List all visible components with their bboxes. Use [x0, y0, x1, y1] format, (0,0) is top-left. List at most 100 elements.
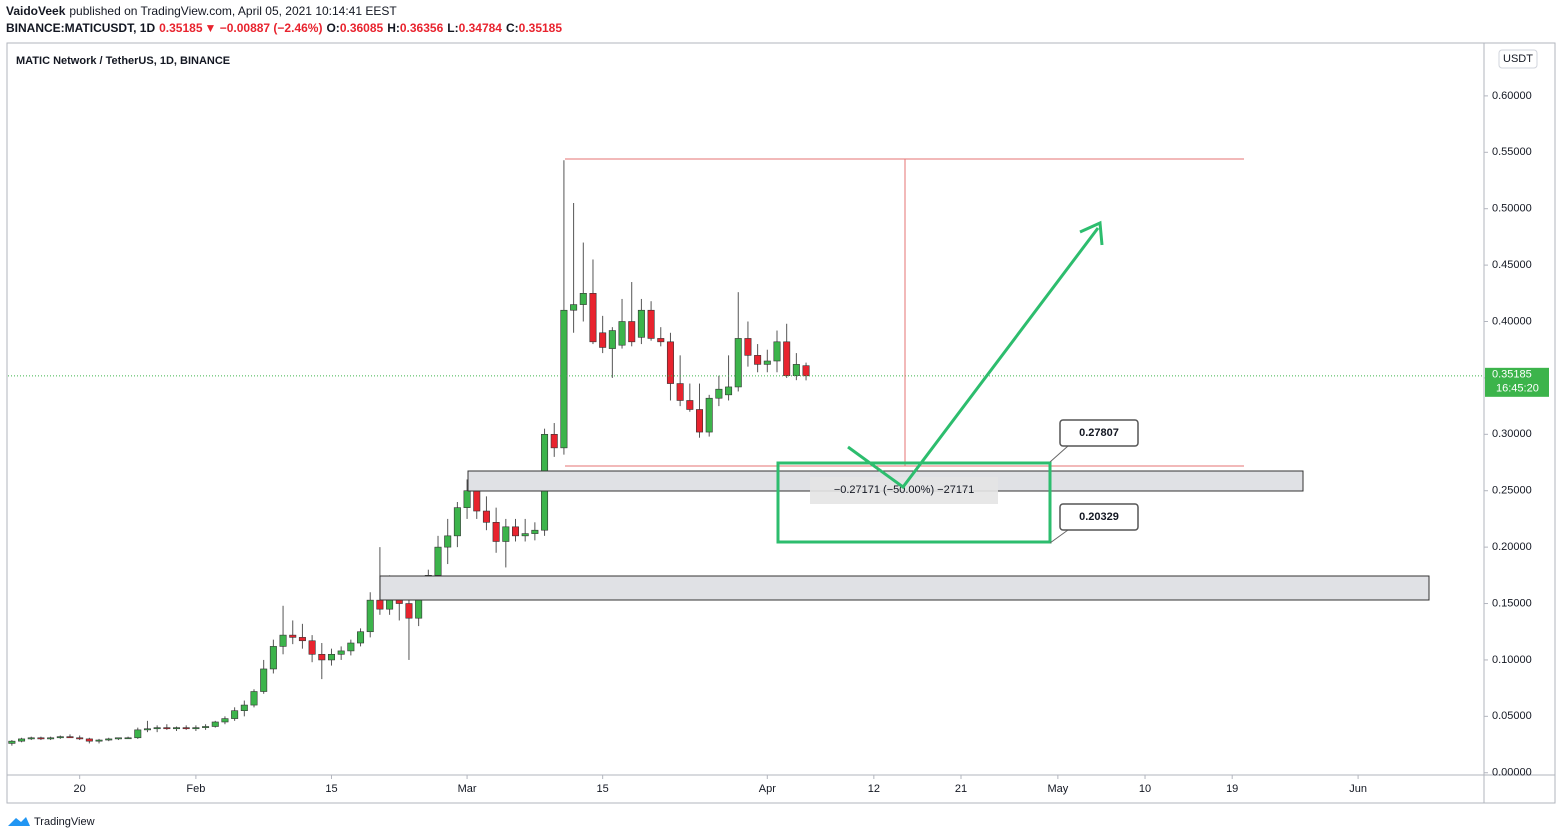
candle-body — [250, 691, 258, 706]
candle-body — [473, 490, 481, 512]
candle-body — [221, 718, 229, 723]
candle-body — [405, 603, 413, 619]
y-tick-label: 0.15000 — [1492, 597, 1532, 609]
y-tick-label: 0.55000 — [1492, 146, 1532, 158]
ohlc-val: 0.36356 — [400, 21, 444, 35]
callout-label: 0.20329 — [1079, 511, 1119, 523]
candle-body — [318, 653, 326, 661]
chart-title: MATIC Network / TetherUS, 1D, BINANCE — [16, 55, 230, 67]
callout — [1059, 419, 1139, 447]
candle-body — [95, 739, 103, 742]
y-tick-label: 0.45000 — [1492, 259, 1532, 271]
last-price-tag — [1485, 367, 1549, 397]
candle-body — [327, 653, 335, 661]
candle-body — [337, 650, 345, 655]
drawings: −0.27171 (−50.00%) −27171 0.27807 0.2032… — [379, 158, 1430, 601]
candle-body — [366, 599, 374, 633]
x-tick-label: 12 — [868, 783, 880, 795]
candle-body — [502, 526, 510, 542]
candle-body — [792, 364, 800, 376]
callout-label: 0.27807 — [1079, 427, 1119, 439]
candle-body — [599, 332, 607, 348]
y-tick-label: 0.60000 — [1492, 90, 1532, 102]
x-tick-label: May — [1047, 783, 1068, 795]
candle-body — [37, 737, 45, 740]
candle-body — [8, 740, 16, 744]
x-tick-label: 15 — [597, 783, 609, 795]
candle-body — [725, 386, 733, 396]
candle-body — [608, 330, 616, 349]
candle-body — [560, 309, 568, 449]
candle-body — [76, 737, 84, 740]
candle-body — [173, 727, 181, 730]
candle-body — [676, 383, 684, 401]
symbol: BINANCE:MATICUSDT, 1D — [6, 21, 155, 35]
candle-body — [47, 737, 55, 740]
y-tick-label: 0.05000 — [1492, 710, 1532, 722]
ohlc-key: O: — [326, 21, 339, 35]
x-tick-label: 10 — [1139, 783, 1151, 795]
candle-body — [521, 533, 529, 537]
x-tick-label: 20 — [74, 783, 86, 795]
publisher: VaidoVeek — [6, 4, 66, 18]
candle-body — [734, 338, 742, 388]
candle-body — [511, 526, 519, 537]
y-tick-label: 0.20000 — [1492, 541, 1532, 553]
y-tick-label: 0.30000 — [1492, 428, 1532, 440]
candle-body — [85, 738, 93, 742]
candle-body — [579, 293, 587, 305]
candle-body — [289, 634, 297, 638]
x-tick-label: 15 — [325, 783, 337, 795]
candle-body — [550, 434, 558, 449]
measure-label: −0.27171 (−50.00%) −27171 — [834, 484, 974, 496]
candle-body — [347, 642, 355, 652]
ohlc-val: 0.34784 — [459, 21, 503, 35]
ohlc-key: L: — [447, 21, 458, 35]
candle-body — [298, 637, 306, 642]
candle-body — [279, 634, 287, 647]
candle-body — [482, 510, 490, 523]
callout-pointer — [1049, 529, 1069, 544]
candle-body — [231, 710, 239, 719]
candle-body — [492, 522, 500, 542]
x-tick-label: Apr — [759, 783, 776, 795]
candle-body — [696, 409, 704, 433]
x-tick-label: Jun — [1349, 783, 1367, 795]
last: 0.35185 — [159, 21, 203, 35]
currency: USDT — [1503, 53, 1533, 65]
x-tick-label: 19 — [1226, 783, 1238, 795]
arrow — [847, 227, 1100, 490]
x-tick-label: Mar — [458, 783, 477, 795]
candle-body — [773, 341, 781, 362]
candle-body — [357, 631, 365, 644]
marks — [8, 160, 1484, 746]
candle-body — [637, 309, 645, 338]
countdown: 16:45:20 — [1496, 383, 1539, 395]
candle-body — [240, 704, 248, 711]
candle-body — [763, 360, 771, 365]
last-price-label: 0.35185 — [1492, 369, 1532, 381]
candle-body — [666, 341, 674, 384]
target-box — [776, 461, 1052, 544]
x-tick-label: Feb — [186, 783, 205, 795]
candle-body — [308, 640, 316, 655]
ohlc-val: 0.36085 — [340, 21, 384, 35]
candle-body — [715, 388, 723, 399]
x-tick-label: 21 — [955, 783, 967, 795]
candle-body — [754, 355, 762, 365]
candle-body — [56, 736, 64, 739]
frame — [6, 42, 1556, 804]
candle-body — [463, 490, 471, 508]
header-line-2: BINANCE:MATICUSDT, 1D 0.35185 ▼ −0.00887 (… — [6, 21, 562, 35]
callout — [1059, 503, 1139, 531]
candle-body — [211, 721, 219, 727]
candle-body — [802, 365, 810, 377]
currency-button[interactable] — [1498, 49, 1538, 69]
candle-body — [134, 729, 142, 739]
candle-body — [143, 728, 151, 731]
measure-box — [810, 477, 998, 504]
candle-body — [27, 737, 35, 740]
zone — [379, 575, 1430, 601]
